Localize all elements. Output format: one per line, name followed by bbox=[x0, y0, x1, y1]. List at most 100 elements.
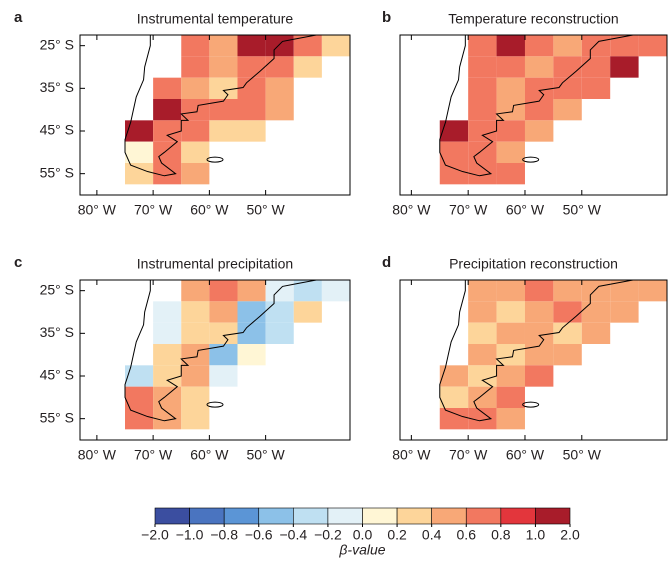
grid-cell bbox=[181, 141, 210, 163]
grid-cell bbox=[439, 365, 469, 387]
grid-cell bbox=[209, 280, 238, 302]
colorbar-segment bbox=[396, 507, 432, 525]
grid-cell bbox=[610, 280, 639, 302]
grid-cell bbox=[468, 56, 497, 78]
grid-cell bbox=[209, 56, 238, 78]
colorbar-segment bbox=[535, 507, 571, 525]
colorbar-segment bbox=[189, 507, 225, 525]
grid-cell bbox=[209, 77, 238, 99]
grid-cell bbox=[468, 408, 497, 430]
grid-cell bbox=[265, 56, 294, 78]
grid-cell bbox=[153, 408, 182, 430]
grid-cell bbox=[496, 35, 525, 57]
grid-cell bbox=[524, 35, 554, 57]
grid-cell bbox=[610, 56, 639, 78]
grid-cell bbox=[468, 120, 497, 142]
frame bbox=[399, 34, 668, 196]
colorbar-tick-label: 0.6 bbox=[457, 527, 477, 543]
grid-cell bbox=[496, 163, 525, 185]
grid-cell bbox=[439, 163, 469, 185]
frame bbox=[79, 34, 351, 196]
y-tick-label: 25° S bbox=[40, 36, 74, 52]
grid-cell bbox=[553, 301, 582, 323]
grid-cell bbox=[125, 163, 154, 185]
grid-cell bbox=[181, 322, 210, 344]
grid-cell bbox=[638, 35, 667, 57]
grid-cell bbox=[181, 77, 210, 99]
colorbar-segment bbox=[258, 507, 294, 525]
panel-title: Instrumental temperature bbox=[137, 11, 294, 27]
x-tick-label: 80° W bbox=[392, 447, 431, 463]
grid-cell bbox=[181, 56, 210, 78]
island bbox=[522, 156, 540, 163]
grid-cell bbox=[524, 120, 554, 142]
grid-cell bbox=[524, 322, 554, 344]
x-tick-label: 70° W bbox=[449, 202, 488, 218]
grid-cell bbox=[468, 301, 497, 323]
grid-cell bbox=[553, 77, 582, 99]
grid-cell bbox=[439, 386, 469, 408]
grid-cell bbox=[524, 301, 554, 323]
grid-cell bbox=[237, 99, 266, 121]
grid-cell bbox=[209, 99, 238, 121]
grid-cell bbox=[468, 99, 497, 121]
coastline bbox=[124, 35, 318, 177]
grid-cell bbox=[581, 280, 611, 302]
map bbox=[439, 280, 667, 430]
panel-letter: a bbox=[14, 9, 23, 26]
colorbar-segment bbox=[293, 507, 329, 525]
grid-cell bbox=[181, 301, 210, 323]
grid-cell bbox=[496, 77, 525, 99]
colorbar-tick-label: −0.4 bbox=[280, 527, 308, 543]
x-tick-label: 70° W bbox=[134, 447, 173, 463]
colorbar-tick-label: 0.2 bbox=[387, 527, 407, 543]
grid-cell bbox=[581, 35, 611, 57]
grid-cell bbox=[610, 35, 639, 57]
grid-cell bbox=[181, 35, 210, 57]
grid-cell bbox=[496, 365, 525, 387]
grid-cell bbox=[553, 56, 582, 78]
x-tick-label: 70° W bbox=[134, 202, 173, 218]
grid-cell bbox=[153, 99, 182, 121]
x-tick-label: 50° W bbox=[563, 202, 602, 218]
grid-cell bbox=[125, 365, 154, 387]
x-tick-label: 50° W bbox=[563, 447, 602, 463]
panel-letter: d bbox=[382, 254, 391, 271]
grid-cell bbox=[237, 301, 266, 323]
grid-cell bbox=[209, 120, 238, 142]
frame bbox=[399, 279, 668, 441]
map bbox=[124, 35, 350, 185]
grid-cell bbox=[153, 141, 182, 163]
grid-cell bbox=[237, 77, 266, 99]
grid-cell bbox=[524, 99, 554, 121]
grid-cell bbox=[237, 120, 266, 142]
x-tick-label: 60° W bbox=[506, 447, 545, 463]
grid-cell bbox=[265, 99, 294, 121]
panel-title: Instrumental precipitation bbox=[137, 256, 293, 272]
coastline bbox=[439, 35, 634, 177]
grid-cell bbox=[265, 280, 294, 302]
grid-cell bbox=[496, 408, 525, 430]
grid-cell bbox=[181, 386, 210, 408]
grid-cell bbox=[321, 35, 350, 57]
grid-cell bbox=[468, 386, 497, 408]
grid-cell bbox=[581, 301, 611, 323]
grid-cell bbox=[581, 77, 611, 99]
colorbar-segment bbox=[465, 507, 502, 525]
frame bbox=[79, 279, 351, 441]
y-tick-label: 35° S bbox=[40, 79, 74, 95]
colorbar-segment bbox=[500, 507, 536, 525]
grid-cell bbox=[237, 344, 266, 366]
colorbar-tick-label: 0.4 bbox=[422, 527, 442, 543]
island bbox=[522, 401, 540, 408]
colorbar-tick-label: −2.0 bbox=[141, 527, 169, 543]
grid-cell bbox=[293, 301, 322, 323]
grid-cell bbox=[125, 120, 154, 142]
panel-letter: c bbox=[14, 254, 22, 271]
grid-cell bbox=[581, 322, 611, 344]
grid-cell bbox=[153, 365, 182, 387]
grid-cell bbox=[209, 344, 238, 366]
panel-letter: b bbox=[382, 9, 391, 26]
panel-title: Precipitation reconstruction bbox=[449, 256, 618, 272]
colorbar-tick-label: −0.8 bbox=[210, 527, 238, 543]
